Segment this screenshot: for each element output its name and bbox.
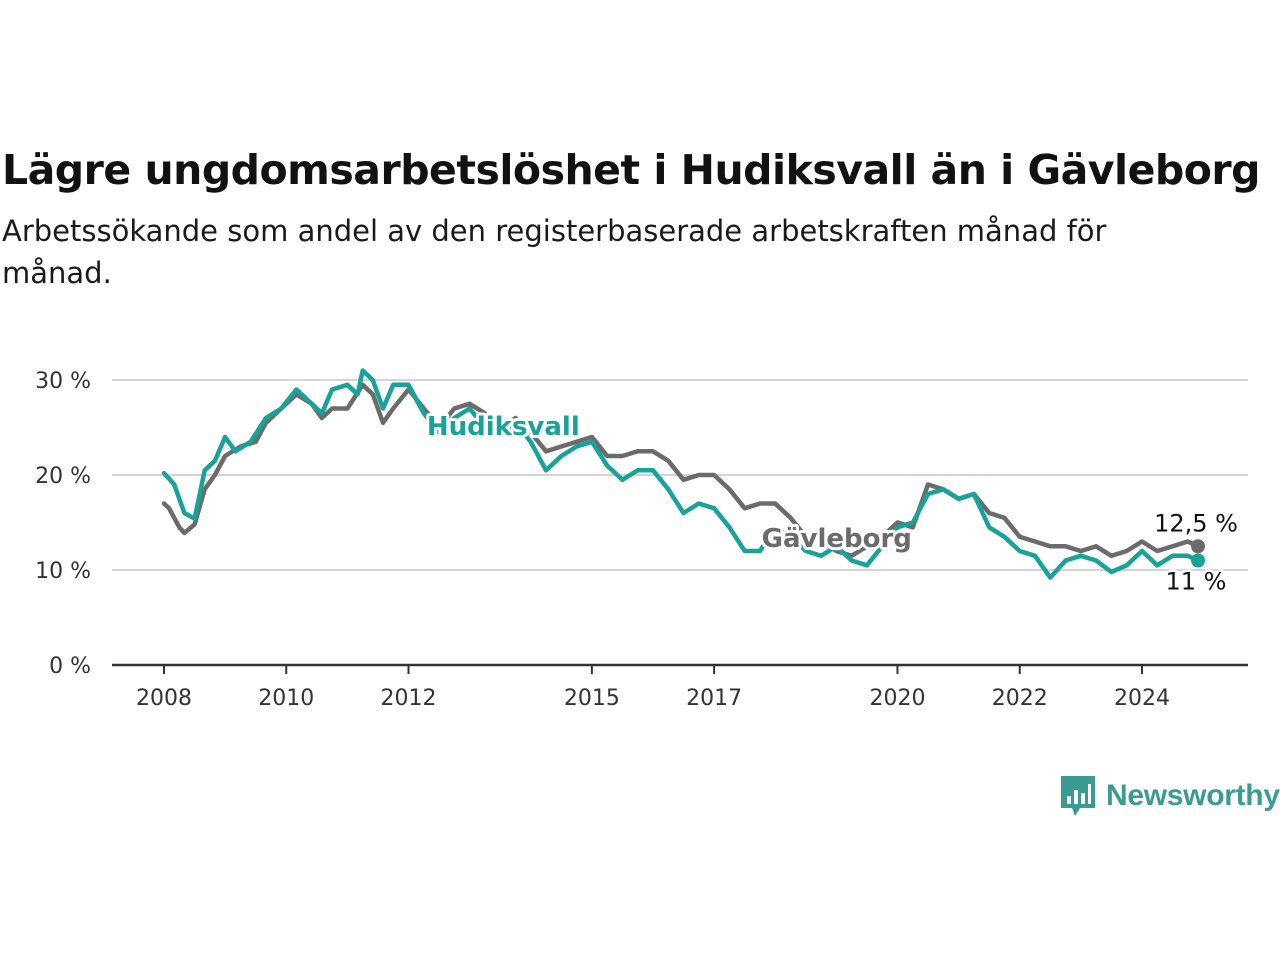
x-tick-label: 2017 <box>686 686 742 711</box>
x-tick-label: 2024 <box>1114 686 1170 711</box>
x-tick-label: 2020 <box>869 686 925 711</box>
x-tick-label: 2022 <box>992 686 1048 711</box>
y-axis-ticks: 0 % 10 % 20 % 30 % <box>35 369 91 679</box>
end-point-hudiksvall <box>1191 553 1205 568</box>
series-line-g-vleborg <box>161 382 1201 559</box>
y-tick-label: 30 % <box>35 369 91 394</box>
x-tick-label: 2015 <box>564 686 620 711</box>
logo-text: Newsworthy <box>1106 779 1280 812</box>
series-label-g-vleborg: Gävleborg <box>762 524 912 554</box>
series-lines <box>161 368 1205 580</box>
end-value-label-hudiksvall: 11 % <box>1166 568 1227 596</box>
series-label-hudiksvall: Hudiksvall <box>427 412 580 442</box>
y-tick-label: 10 % <box>35 559 91 584</box>
series-line-hudiksvall <box>161 368 1201 580</box>
bar-chart-speech-bubble-icon <box>1061 776 1095 816</box>
y-tick-label: 20 % <box>35 464 91 489</box>
end-point-g-vleborg <box>1191 539 1205 554</box>
chart-subtitle: Arbetssökande som andel av den registerb… <box>2 214 1107 290</box>
x-tick-label: 2012 <box>380 686 436 711</box>
y-tick-label: 0 % <box>49 654 91 679</box>
series-labels: 12,5 % Gävleborg 11 % Hudiksvall <box>424 409 1241 598</box>
chart-title: Lägre ungdomsarbetslöshet i Hudiksvall ä… <box>2 146 1260 194</box>
x-axis: 2008 2010 2012 2015 2017 2020 2022 2024 <box>112 663 1248 711</box>
newsworthy-logo: Newsworthy <box>1058 774 1280 818</box>
x-tick-label: 2008 <box>136 686 192 711</box>
x-tick-label: 2010 <box>258 686 314 711</box>
end-value-label-g-vleborg: 12,5 % <box>1154 509 1238 537</box>
